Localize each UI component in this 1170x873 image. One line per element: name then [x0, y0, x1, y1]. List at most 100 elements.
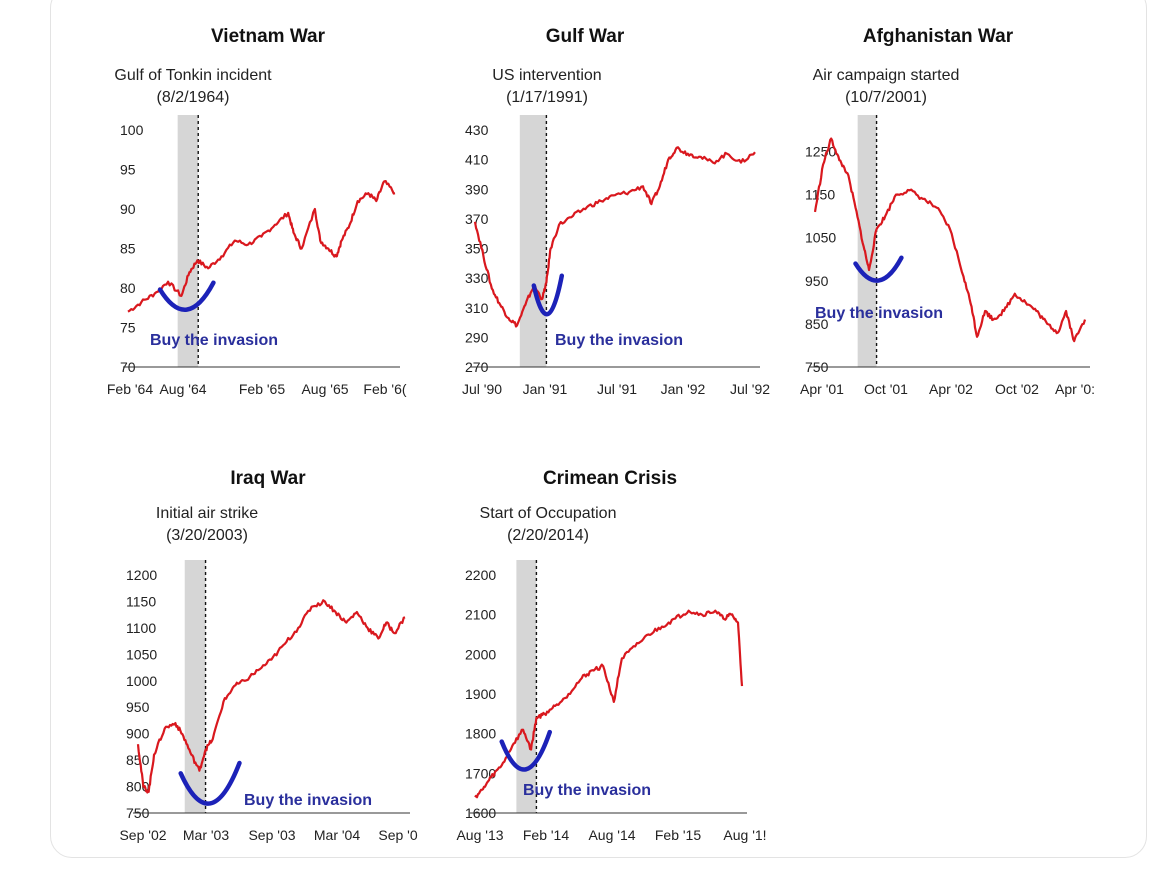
- buy-the-invasion-label: Buy the invasion: [150, 332, 278, 349]
- y-tick-label: 1250: [805, 144, 836, 160]
- event-annotation: (8/2/1964): [157, 89, 230, 106]
- y-tick-label: 430: [465, 122, 489, 138]
- y-tick-label: 1200: [126, 567, 157, 583]
- post-card: [50, 0, 1147, 858]
- chart-title: Crimean Crisis: [543, 468, 677, 489]
- y-tick-label: 900: [126, 726, 150, 742]
- x-tick-label: Aug '65: [301, 381, 348, 397]
- event-window-shade: [519, 115, 547, 367]
- y-tick-label: 1150: [805, 187, 835, 203]
- buy-the-invasion-label: Buy the invasion: [523, 782, 651, 799]
- chart-title: Iraq War: [230, 468, 306, 489]
- chart-afghanistan: Afghanistan War Air campaign started (10/7…: [800, 26, 1095, 397]
- y-tick-label: 2000: [465, 646, 496, 662]
- y-tick-label: 95: [120, 162, 136, 178]
- x-tick-label: Sep '0: [378, 827, 417, 843]
- x-tick-label: Oct '01: [864, 381, 908, 397]
- y-tick-label: 1050: [126, 646, 157, 662]
- x-tick-label: Jan '92: [661, 381, 706, 397]
- event-annotation: (1/17/1991): [506, 89, 588, 106]
- y-tick-label: 370: [465, 211, 489, 227]
- chart-crimea: Crimean Crisis Start of Occupation (2/20/2…: [456, 468, 766, 843]
- y-tick-label: 950: [805, 273, 829, 289]
- x-tick-label: Feb '6(: [363, 381, 406, 397]
- price-series-line: [813, 137, 1087, 343]
- buy-the-invasion-label: Buy the invasion: [815, 305, 943, 322]
- price-series-line: [473, 146, 756, 328]
- y-tick-label: 950: [126, 699, 150, 715]
- y-tick-label: 290: [465, 329, 489, 345]
- event-annotation: Start of Occupation: [480, 505, 617, 522]
- price-series-line: [136, 599, 406, 794]
- x-tick-label: Jan '91: [523, 381, 568, 397]
- event-annotation: Initial air strike: [156, 505, 258, 522]
- x-tick-label: Aug '64: [159, 381, 206, 397]
- y-tick-label: 1150: [126, 593, 156, 609]
- x-tick-label: Sep '02: [119, 827, 166, 843]
- x-tick-label: Mar '03: [183, 827, 229, 843]
- y-tick-label: 330: [465, 270, 489, 286]
- y-tick-label: 1700: [465, 765, 496, 781]
- y-tick-label: 85: [120, 241, 136, 257]
- y-tick-label: 75: [120, 320, 136, 336]
- chart-title: Afghanistan War: [863, 26, 1014, 47]
- buy-the-invasion-label: Buy the invasion: [244, 792, 372, 809]
- x-tick-label: Feb '15: [655, 827, 701, 843]
- event-window-shade: [177, 115, 199, 367]
- x-tick-label: Aug '13: [456, 827, 503, 843]
- y-tick-label: 1100: [126, 620, 156, 636]
- event-window-shade: [184, 560, 206, 813]
- x-tick-label: Aug '14: [588, 827, 635, 843]
- chart-title: Gulf War: [546, 26, 625, 47]
- x-tick-label: Oct '02: [995, 381, 1039, 397]
- price-series-line: [474, 609, 744, 799]
- x-tick-label: Mar '04: [314, 827, 360, 843]
- price-series-line: [127, 180, 396, 313]
- y-tick-label: 1050: [805, 230, 836, 246]
- x-tick-label: Jul '90: [462, 381, 502, 397]
- event-annotation: (3/20/2003): [166, 527, 248, 544]
- buy-marker-curve: [499, 729, 553, 772]
- event-annotation: US intervention: [492, 67, 601, 84]
- x-tick-label: Feb '14: [523, 827, 569, 843]
- event-window-shade: [857, 115, 877, 367]
- y-tick-label: 1000: [126, 673, 157, 689]
- y-tick-label: 100: [120, 122, 144, 138]
- chart-title: Vietnam War: [211, 26, 326, 47]
- y-tick-label: 850: [805, 316, 829, 332]
- buy-marker-curve: [531, 273, 565, 317]
- y-tick-label: 2200: [465, 567, 496, 583]
- y-tick-label: 2100: [465, 607, 496, 623]
- y-tick-label: 390: [465, 181, 489, 197]
- y-tick-label: 850: [126, 752, 150, 768]
- y-tick-label: 1800: [465, 726, 496, 742]
- x-tick-label: Feb '65: [239, 381, 285, 397]
- buy-marker-curve: [157, 280, 216, 312]
- x-tick-label: Apr '02: [929, 381, 973, 397]
- x-tick-label: Sep '03: [248, 827, 295, 843]
- y-tick-label: 310: [465, 300, 489, 316]
- event-window-shade: [516, 560, 537, 813]
- x-tick-label: Feb '64: [107, 381, 153, 397]
- event-annotation: (10/7/2001): [845, 89, 927, 106]
- event-annotation: (2/20/2014): [507, 527, 589, 544]
- y-tick-label: 1900: [465, 686, 496, 702]
- x-tick-label: Apr '01: [800, 381, 844, 397]
- x-tick-label: Apr '0:: [1055, 381, 1095, 397]
- y-tick-label: 410: [465, 152, 489, 168]
- buy-marker-curve: [178, 760, 242, 806]
- x-tick-label: Aug '1!: [723, 827, 766, 843]
- x-tick-label: Jul '91: [597, 381, 637, 397]
- chart-vietnam: Vietnam War Gulf of Tonkin incident (8/2/1…: [107, 26, 407, 397]
- y-tick-label: 80: [120, 280, 136, 296]
- event-annotation: Gulf of Tonkin incident: [114, 67, 272, 84]
- buy-marker-curve: [853, 255, 904, 283]
- y-tick-label: 350: [465, 241, 489, 257]
- y-tick-label: 90: [120, 201, 136, 217]
- x-tick-label: Jul '92: [730, 381, 770, 397]
- buy-the-invasion-label: Buy the invasion: [555, 332, 683, 349]
- event-annotation: Air campaign started: [813, 67, 960, 84]
